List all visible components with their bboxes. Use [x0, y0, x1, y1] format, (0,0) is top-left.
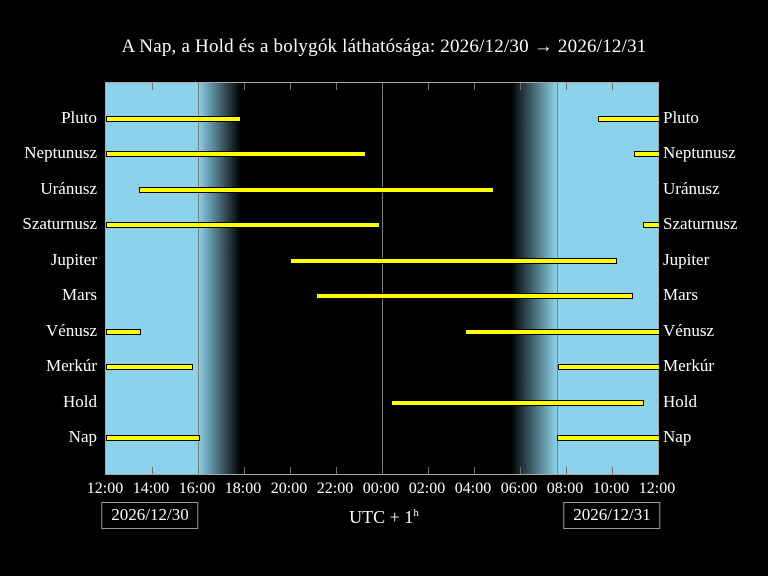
- row-label-right: Uránusz: [663, 179, 720, 198]
- xtick-label: 12:00: [86, 480, 124, 497]
- axis-tick-bottom: [428, 467, 429, 474]
- visibility-bar: [106, 151, 367, 157]
- chart-title: A Nap, a Hold és a bolygók láthatósága: …: [121, 36, 647, 57]
- visibility-bar: [643, 222, 660, 228]
- axis-tick-bottom: [290, 467, 291, 474]
- axis-tick-bottom: [566, 467, 567, 474]
- axis-tick-top: [612, 83, 613, 90]
- visibility-bar: [557, 435, 660, 441]
- axis-tick-top: [520, 83, 521, 90]
- date-box-end: 2026/12/31: [563, 502, 661, 529]
- visibility-bar: [106, 222, 381, 228]
- visibility-bar: [106, 329, 141, 335]
- axis-tick-top: [290, 83, 291, 90]
- row-label-right: Hold: [663, 392, 697, 411]
- xtick-label: 08:00: [546, 480, 584, 497]
- row-label-left: Mars: [62, 285, 97, 304]
- visibility-bar: [106, 364, 194, 370]
- axis-tick-bottom: [612, 467, 613, 474]
- visibility-bar: [597, 116, 660, 122]
- sunset-line: [198, 83, 199, 474]
- row-label-right: Szaturnusz: [663, 214, 738, 233]
- visibility-bar: [138, 187, 494, 193]
- visibility-bar: [106, 116, 241, 122]
- visibility-bar: [290, 258, 617, 264]
- xtick-label: 16:00: [178, 480, 216, 497]
- xtick-label: 12:00: [638, 480, 676, 497]
- row-label-left: Neptunusz: [24, 143, 97, 162]
- axis-tick-top: [474, 83, 475, 90]
- timezone-label: UTC + 1h: [0, 507, 768, 528]
- axis-tick-bottom: [520, 467, 521, 474]
- sunrise-line: [557, 83, 559, 474]
- axis-tick-bottom: [474, 467, 475, 474]
- xtick-label: 22:00: [316, 480, 354, 497]
- visibility-bar: [634, 151, 660, 157]
- xtick-label: 20:00: [270, 480, 308, 497]
- axis-tick-top: [244, 83, 245, 90]
- row-label-left: Merkúr: [46, 356, 97, 375]
- timezone-superscript: h: [413, 507, 419, 519]
- xtick-label: 06:00: [500, 480, 538, 497]
- xtick-label: 14:00: [132, 480, 170, 497]
- axis-tick-top: [198, 83, 199, 90]
- row-label-right: Jupiter: [663, 250, 710, 269]
- axis-tick-bottom: [198, 467, 199, 474]
- row-label-left: Vénusz: [46, 321, 97, 340]
- visibility-bar: [465, 329, 660, 335]
- plot-area: [105, 82, 660, 475]
- visibility-bar: [557, 364, 660, 370]
- axis-tick-bottom: [244, 467, 245, 474]
- axis-tick-top: [428, 83, 429, 90]
- row-label-left: Pluto: [61, 108, 97, 127]
- visibility-bar: [390, 400, 644, 406]
- row-label-right: Vénusz: [663, 321, 714, 340]
- row-label-right: Merkúr: [663, 356, 714, 375]
- axis-tick-bottom: [152, 467, 153, 474]
- date-box-start: 2026/12/30: [101, 502, 199, 529]
- axis-tick-top: [152, 83, 153, 90]
- row-label-left: Uránusz: [40, 179, 97, 198]
- row-label-right: Nap: [663, 427, 692, 446]
- visibility-bar: [315, 293, 634, 299]
- row-label-right: Mars: [663, 285, 698, 304]
- xtick-label: 04:00: [454, 480, 492, 497]
- axis-tick-bottom: [336, 467, 337, 474]
- row-label-right: Neptunusz: [663, 143, 736, 162]
- row-label-left: Hold: [63, 392, 97, 411]
- xtick-label: 02:00: [408, 480, 446, 497]
- axis-tick-top: [566, 83, 567, 90]
- xtick-label: 00:00: [362, 480, 400, 497]
- row-label-left: Szaturnusz: [22, 214, 97, 233]
- row-label-left: Nap: [68, 427, 97, 446]
- midnight-line: [382, 83, 383, 474]
- row-label-right: Pluto: [663, 108, 699, 127]
- timezone-text: UTC + 1: [349, 507, 414, 527]
- xtick-label: 18:00: [224, 480, 262, 497]
- row-label-left: Jupiter: [50, 250, 97, 269]
- visibility-bar: [106, 435, 200, 441]
- axis-tick-bottom: [382, 467, 383, 474]
- xtick-label: 10:00: [592, 480, 630, 497]
- axis-tick-top: [336, 83, 337, 90]
- axis-tick-top: [382, 83, 383, 90]
